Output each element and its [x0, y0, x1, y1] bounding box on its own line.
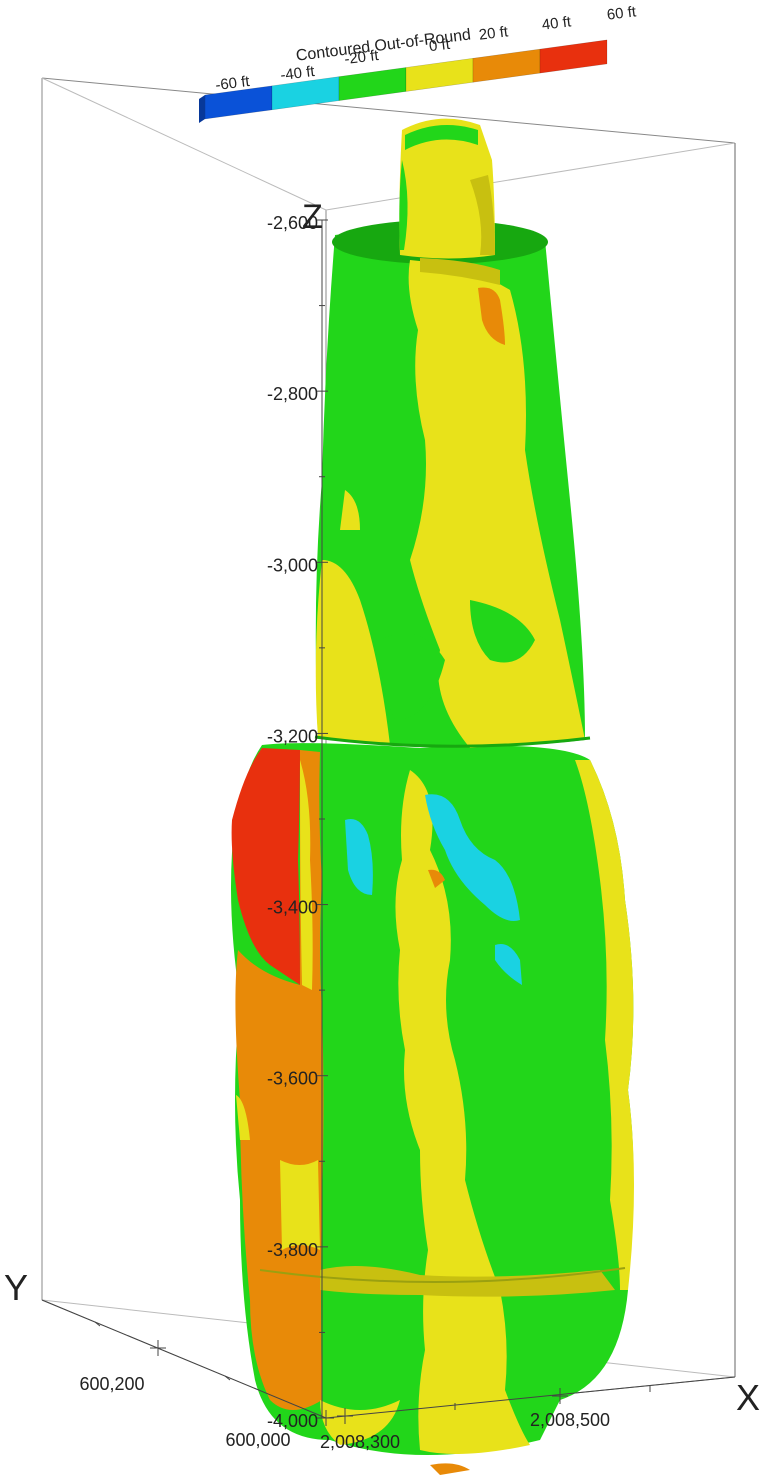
colorbar-swatch: [405, 57, 474, 92]
z-axis-tick-label: -3,800: [267, 1240, 318, 1260]
z-axis: -2,600 -2,800 -3,000 -3,200 -3,400 -3,600 -3,8…: [267, 198, 328, 1431]
z-axis-tick-label: -3,600: [267, 1069, 318, 1089]
x-axis: 2,008,300 2,008,500 X: [320, 1376, 760, 1452]
red-band: [231, 748, 300, 985]
colorbar-swatch: [539, 39, 608, 74]
colorbar-tick-label: 0 ft: [428, 36, 452, 56]
colorbar-tick-label: -20 ft: [343, 47, 380, 68]
waist-seam: [314, 735, 591, 748]
y-axis-tick-label: 600,000: [225, 1430, 290, 1450]
z-axis-tick-label: -4,000: [267, 1411, 318, 1431]
z-axis-tick-label: -3,200: [267, 726, 318, 746]
colorbar-title: Contoured Out-of-Round: [295, 26, 472, 64]
colorbar-swatch: [338, 67, 407, 101]
y-axis-title: Y: [4, 1267, 28, 1308]
upper-orange-patch: [478, 287, 505, 345]
cavern-surface: [231, 118, 634, 1475]
x-axis-tick-label: 2,008,300: [320, 1432, 400, 1452]
colorbar-tick-label: 20 ft: [478, 23, 510, 44]
colorbar-swatch: [472, 48, 541, 83]
colorbar: -60 ft -40 ft -20 ft 0 ft 20 ft 40 ft 60 ft Con…: [199, 3, 638, 123]
colorbar-tick-label: -60 ft: [214, 73, 251, 94]
cyan-patch-left: [345, 819, 373, 895]
x-axis-title: X: [736, 1377, 760, 1418]
colorbar-tick-label: -40 ft: [279, 63, 316, 84]
y-axis: 600,000 600,200 Y: [4, 1267, 334, 1450]
y-axis-tick-label: 600,200: [79, 1374, 144, 1394]
chimney: [399, 118, 495, 259]
z-axis-tick-label: -3,000: [267, 555, 318, 575]
z-axis-tick-label: -3,400: [267, 898, 318, 918]
z-axis-tick-label: -2,600: [267, 213, 318, 233]
colorbar-tick-label: 40 ft: [541, 13, 573, 34]
colorbar-tick-label: 60 ft: [606, 3, 638, 24]
z-axis-tick-label: -2,800: [267, 384, 318, 404]
z-axis-title: Z: [302, 198, 323, 236]
x-axis-tick-label: 2,008,500: [530, 1410, 610, 1430]
upper-yellow-band: [408, 260, 585, 748]
cyan-patch-right: [425, 794, 520, 921]
